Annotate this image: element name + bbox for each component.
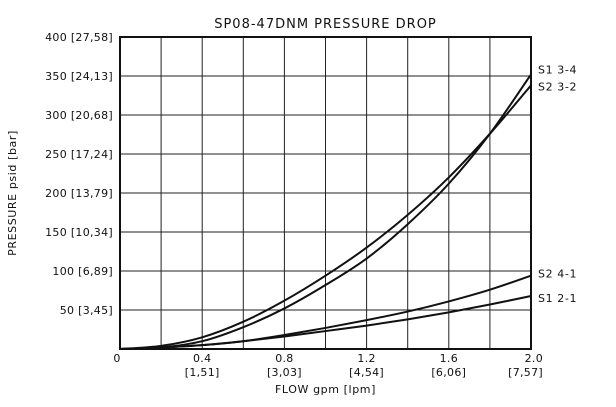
series-line: [119, 84, 532, 350]
x-tick-sublabel: [1,51]: [185, 366, 220, 379]
series-label: S1 3-4: [538, 63, 577, 76]
x-tick-sublabel: [7,57]: [508, 366, 543, 379]
x-tick-sublabel: [4,54]: [349, 366, 384, 379]
y-tick-label: 50 [3,45]: [60, 304, 113, 317]
x-tick-sublabel: [3,03]: [267, 366, 302, 379]
x-tick-label: 1.2: [357, 352, 375, 365]
y-tick-label: 250 [17,24]: [45, 148, 113, 161]
x-tick-label: 0.4: [193, 352, 211, 365]
x-tick-label: 1.6: [440, 352, 458, 365]
series-lines: [119, 73, 532, 350]
x-tick-sublabel: [6,06]: [431, 366, 466, 379]
y-tick-label: 200 [13,79]: [45, 187, 113, 200]
x-tick-label: 0.8: [275, 352, 293, 365]
series-label: S2 3-2: [538, 80, 577, 93]
x-tick-label: 2.0: [525, 352, 543, 365]
origin-tick-label: 0: [113, 352, 120, 365]
y-axis-title: PRESSURE psid [bar]: [6, 130, 19, 256]
series-label: S2 4-1: [538, 268, 577, 281]
y-tick-label: 300 [20,68]: [45, 109, 113, 122]
axis-ticks: 50 [3,45] 100 [6,89] 150 [10,34] 200 [13,79…: [45, 31, 543, 379]
y-tick-label: 150 [10,34]: [45, 226, 113, 239]
series-line: [119, 73, 532, 350]
series-labels: S1 3-4 S2 3-2 S2 4-1 S1 2-1: [538, 63, 577, 305]
y-tick-label: 400 [27,58]: [45, 31, 113, 44]
plot-border: [119, 36, 532, 350]
x-axis-title: FLOW gpm [lpm]: [275, 383, 376, 396]
series-line: [119, 294, 532, 350]
series-label: S1 2-1: [538, 292, 577, 305]
grid-lines: [120, 37, 531, 349]
y-tick-label: 100 [6,89]: [52, 265, 113, 278]
chart-title: SP08-47DNM PRESSURE DROP: [214, 17, 437, 32]
y-tick-label: 350 [24,13]: [45, 70, 113, 83]
